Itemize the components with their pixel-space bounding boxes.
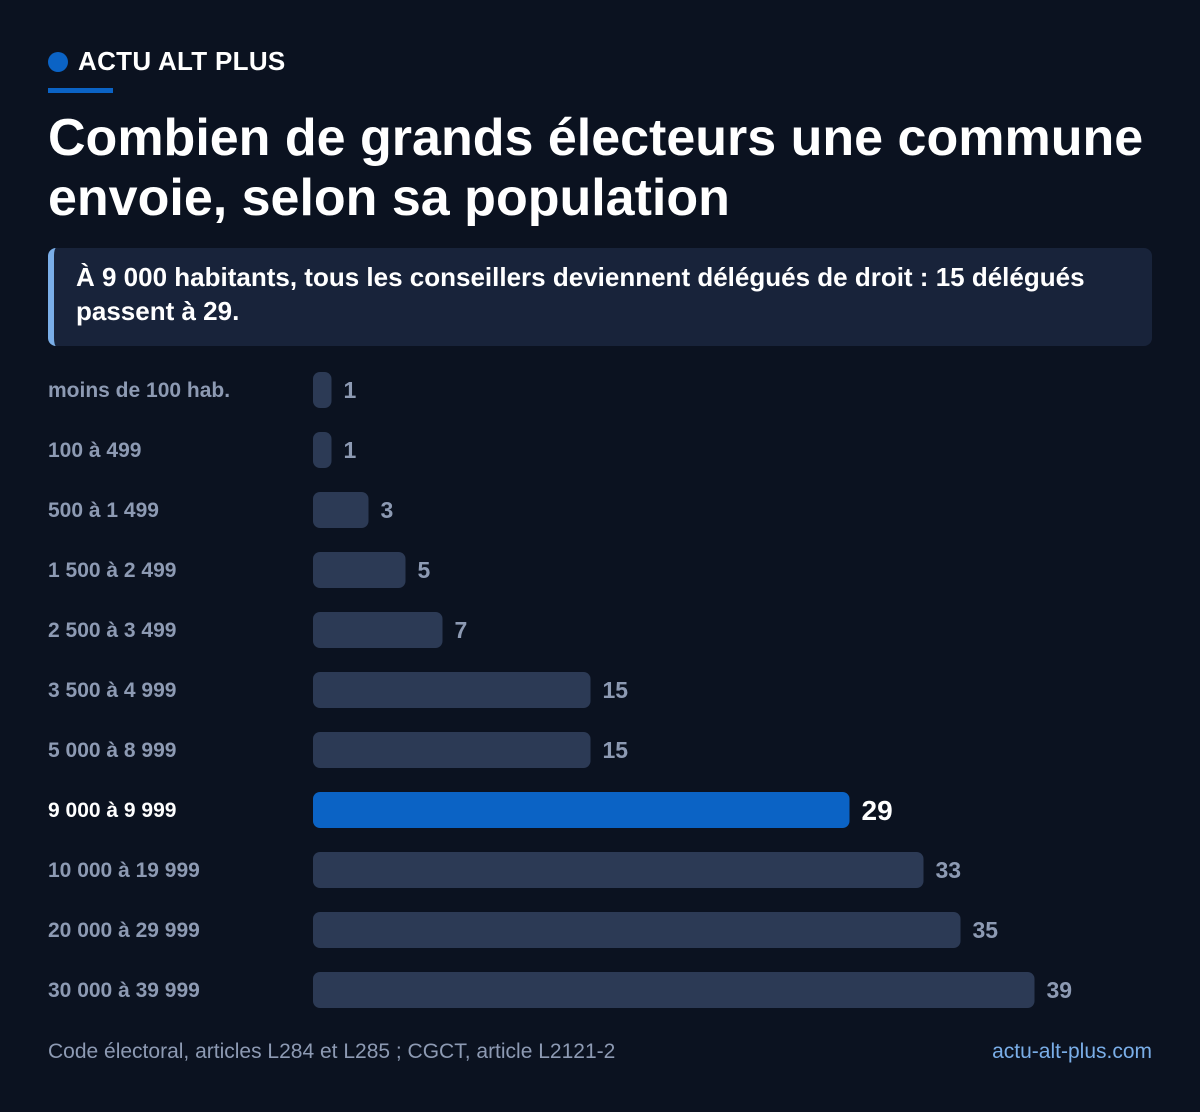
category-label: 10 000 à 19 999 [48, 859, 200, 882]
callout-box: À 9 000 habitants, tous les conseillers … [48, 248, 1152, 346]
value-label: 39 [1047, 977, 1073, 1003]
bar [313, 432, 332, 468]
category-label: 500 à 1 499 [48, 499, 159, 522]
bar [313, 672, 591, 708]
category-label: 5 000 à 8 999 [48, 739, 176, 762]
value-label: 5 [418, 557, 431, 583]
callout-text: À 9 000 habitants, tous les conseillers … [76, 262, 1085, 326]
brand-dot-icon [48, 51, 68, 72]
value-label: 7 [455, 617, 468, 643]
bar [313, 552, 406, 588]
footer-site-link[interactable]: actu-alt-plus.com [992, 1040, 1152, 1063]
bar [313, 912, 961, 948]
bar [313, 792, 850, 828]
category-label: 3 500 à 4 999 [48, 679, 176, 702]
category-label: 9 000 à 9 999 [48, 799, 176, 822]
bar [313, 972, 1035, 1008]
value-label: 1 [344, 437, 357, 463]
bar [313, 852, 924, 888]
value-label: 33 [936, 857, 962, 883]
category-label: 20 000 à 29 999 [48, 919, 200, 942]
bar [313, 612, 443, 648]
category-label: 2 500 à 3 499 [48, 619, 176, 642]
footer-source: Code électoral, articles L284 et L285 ; … [48, 1040, 616, 1063]
bar [313, 372, 332, 408]
value-label: 3 [381, 497, 394, 523]
brand-underline [48, 88, 113, 93]
bar [313, 492, 369, 528]
category-label: 100 à 499 [48, 439, 141, 462]
value-label: 35 [973, 917, 999, 943]
brand-name: ACTU ALT PLUS [78, 46, 286, 76]
value-label: 1 [344, 377, 357, 403]
bar-chart: moins de 100 hab. 1 100 à 499 1 500 à 1 499 3… [48, 372, 1073, 1008]
value-label: 29 [862, 795, 893, 826]
value-label: 15 [603, 677, 629, 703]
page-title: Combien de grands électeurs une commune … [48, 109, 1144, 227]
category-label: moins de 100 hab. [48, 379, 230, 402]
category-label: 30 000 à 39 999 [48, 979, 200, 1002]
value-label: 15 [603, 737, 629, 763]
bar [313, 732, 591, 768]
brand: ACTU ALT PLUS [48, 46, 286, 77]
category-label: 1 500 à 2 499 [48, 559, 176, 582]
